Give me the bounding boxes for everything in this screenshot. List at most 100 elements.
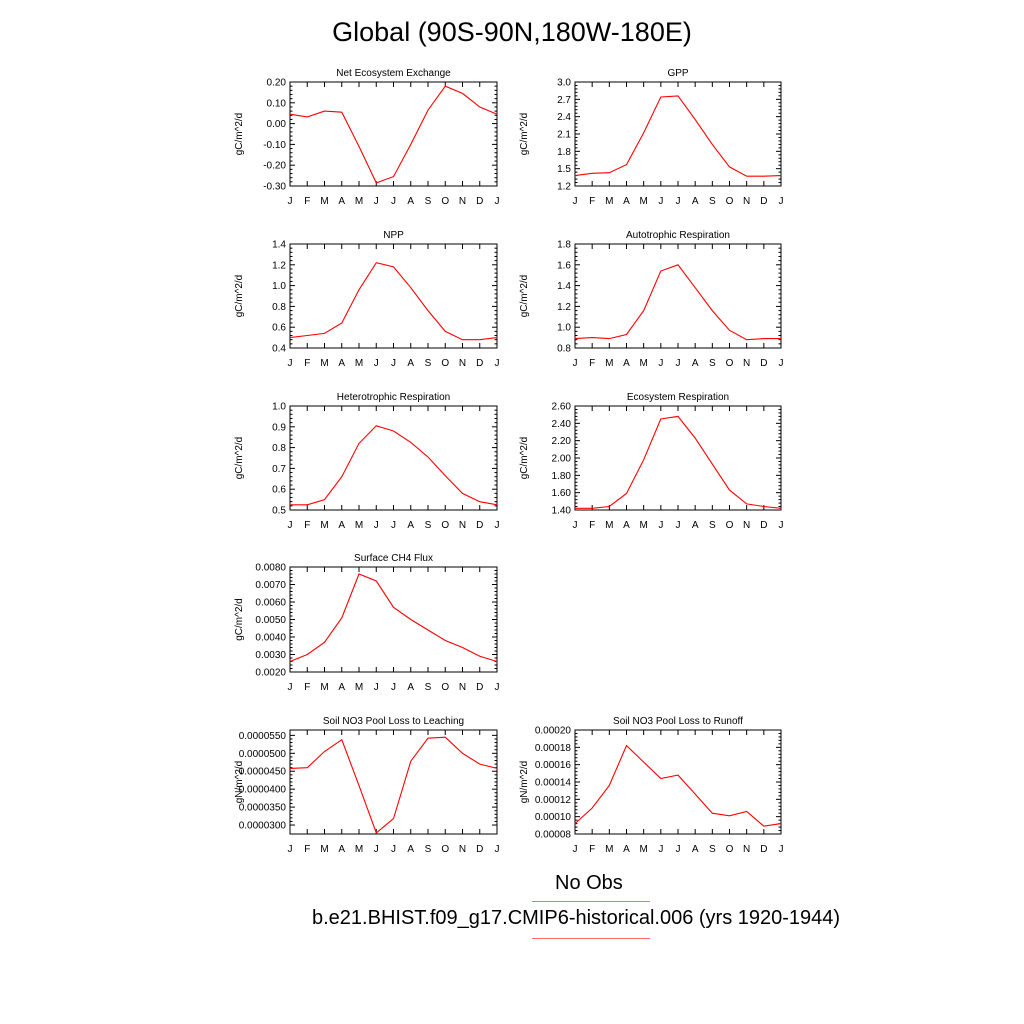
- y-tick-label: 1.0: [272, 402, 286, 413]
- y-tick-label: 0.6: [272, 323, 286, 334]
- x-tick-label: N: [459, 196, 466, 207]
- x-tick-label: J: [391, 682, 396, 693]
- x-tick-label: N: [459, 682, 466, 693]
- x-tick-label: M: [605, 844, 613, 855]
- y-axis-label: gC/m^2/d: [234, 275, 245, 318]
- x-tick-label: M: [355, 682, 363, 693]
- y-tick-label: 0.0000400: [239, 785, 287, 796]
- y-tick-label: 1.8: [557, 147, 571, 158]
- y-tick-label: 0.4: [272, 344, 286, 355]
- y-tick-label: -0.30: [263, 182, 286, 193]
- x-tick-label: A: [623, 196, 630, 207]
- x-tick-label: J: [374, 844, 379, 855]
- y-tick-label: 0.00010: [535, 812, 572, 823]
- x-tick-label: J: [374, 196, 379, 207]
- chart-title: Soil NO3 Pool Loss to Leaching: [323, 716, 464, 727]
- x-tick-label: M: [605, 196, 613, 207]
- series-line-0: [290, 425, 498, 506]
- y-tick-label: 0.5: [272, 506, 286, 517]
- y-tick-label: 1.60: [552, 488, 572, 499]
- series-line-0: [289, 736, 498, 834]
- x-tick-label: O: [726, 358, 734, 369]
- y-tick-label: 0.8: [272, 443, 286, 454]
- x-tick-label: F: [304, 358, 310, 369]
- x-tick-label: D: [476, 196, 483, 207]
- x-tick-label: J: [573, 844, 578, 855]
- x-tick-label: J: [288, 844, 293, 855]
- x-tick-label: A: [623, 520, 630, 531]
- x-tick-label: J: [495, 196, 500, 207]
- y-tick-label: 0.00014: [535, 778, 572, 789]
- chart-panel-3: Autotrophic Respiration gC/m^2/d 0.8 1.0 1.2…: [519, 230, 784, 369]
- x-tick-label: J: [658, 196, 663, 207]
- y-tick-label: 1.80: [552, 471, 572, 482]
- x-tick-label: J: [288, 520, 293, 531]
- x-tick-label: M: [639, 844, 647, 855]
- x-tick-label: J: [391, 844, 396, 855]
- x-tick-label: F: [589, 196, 595, 207]
- x-tick-label: J: [391, 520, 396, 531]
- series-line-0: [289, 262, 498, 341]
- x-tick-label: N: [743, 196, 750, 207]
- x-tick-label: J: [391, 196, 396, 207]
- y-tick-label: 0.0080: [255, 563, 286, 574]
- y-axis-label: gC/m^2/d: [234, 113, 245, 156]
- series-line-0: [575, 415, 782, 509]
- x-tick-label: D: [476, 844, 483, 855]
- x-tick-label: S: [425, 358, 432, 369]
- x-tick-label: F: [304, 520, 310, 531]
- y-tick-label: 0.00: [267, 119, 287, 130]
- chart-panel-7: Soil NO3 Pool Loss to LeachinggN/m^2/d0.…: [234, 716, 500, 855]
- x-tick-label: J: [374, 520, 379, 531]
- x-tick-label: J: [779, 520, 784, 531]
- plot-frame: [574, 729, 782, 835]
- y-tick-label: 0.0000450: [239, 767, 287, 778]
- chart-title: Ecosystem Respiration: [627, 392, 729, 403]
- y-tick-label: 1.8: [557, 240, 571, 251]
- x-tick-label: M: [639, 358, 647, 369]
- x-tick-label: S: [425, 682, 432, 693]
- x-tick-label: J: [676, 196, 681, 207]
- x-tick-label: O: [441, 520, 449, 531]
- y-tick-label: 1.0: [557, 323, 571, 334]
- y-tick-label: 0.0050: [255, 615, 286, 626]
- x-tick-label: J: [573, 520, 578, 531]
- chart-title: Autotrophic Respiration: [626, 230, 730, 241]
- y-tick-label: 1.2: [557, 182, 571, 193]
- y-tick-label: -0.20: [263, 161, 286, 172]
- x-tick-label: D: [760, 196, 767, 207]
- y-tick-label: 1.6: [557, 260, 571, 271]
- x-tick-label: J: [288, 196, 293, 207]
- legend-label-obs: No Obs: [555, 872, 623, 894]
- x-tick-label: O: [441, 682, 449, 693]
- x-tick-label: D: [476, 682, 483, 693]
- x-tick-label: J: [676, 844, 681, 855]
- legend-line-obs: [532, 901, 650, 902]
- x-tick-label: J: [288, 682, 293, 693]
- y-tick-label: 0.0060: [255, 598, 286, 609]
- chart-panel-6: Surface CH4 Flux gC/m^2/d 0.0020 0.0030 0.00…: [234, 553, 500, 693]
- y-tick-label: 0.8: [557, 344, 571, 355]
- y-axis-label: gC/m^2/d: [519, 113, 530, 156]
- y-tick-label: 0.20: [267, 78, 287, 89]
- x-tick-label: S: [709, 520, 716, 531]
- x-tick-label: M: [605, 520, 613, 531]
- y-tick-label: 0.9: [272, 422, 286, 433]
- x-tick-label: J: [573, 196, 578, 207]
- x-tick-label: F: [304, 682, 310, 693]
- plot-frame: [289, 405, 498, 511]
- x-tick-label: D: [760, 520, 767, 531]
- y-tick-label: 1.5: [557, 164, 571, 175]
- legend-line-model: [532, 938, 650, 939]
- legend-label-model: b.e21.BHIST.f09_g17.CMIP6-historical.006…: [312, 907, 841, 929]
- x-tick-label: F: [589, 358, 595, 369]
- x-tick-label: J: [391, 358, 396, 369]
- x-tick-label: J: [495, 682, 500, 693]
- x-tick-label: S: [709, 844, 716, 855]
- x-tick-label: M: [320, 196, 328, 207]
- y-tick-label: 0.0040: [255, 633, 286, 644]
- x-tick-label: J: [495, 520, 500, 531]
- plot-frame: [574, 81, 782, 187]
